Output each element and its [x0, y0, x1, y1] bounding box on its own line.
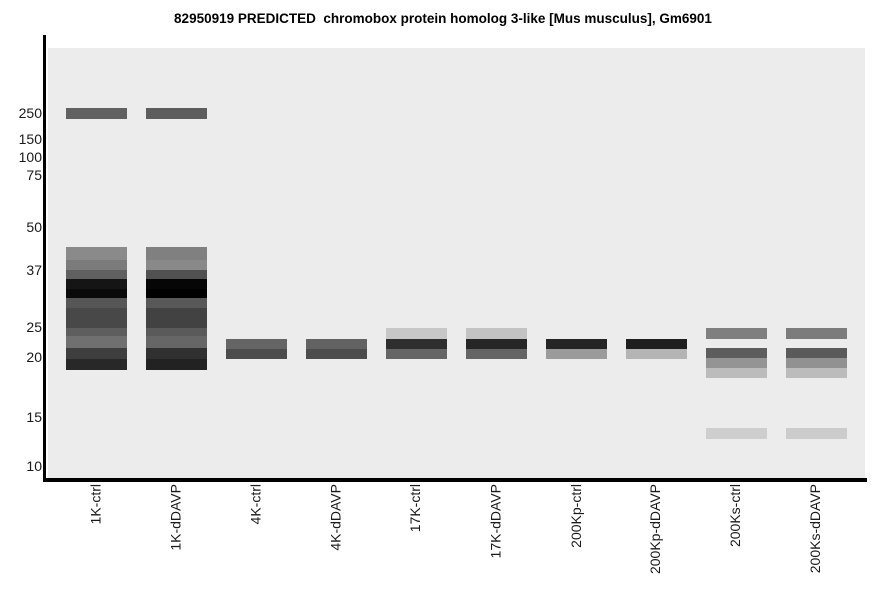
gel-band — [225, 339, 287, 349]
x-tick-label: 1K-dDAVP — [167, 484, 184, 551]
gel-band — [145, 247, 207, 260]
gel-band — [65, 359, 127, 370]
x-tick-label: 200Kp-ctrl — [567, 484, 584, 548]
gel-band — [145, 328, 207, 336]
y-tick-label: 10 — [26, 458, 42, 474]
gel-band — [545, 349, 607, 359]
gel-band — [65, 336, 127, 348]
y-tick-label: 50 — [26, 219, 42, 235]
gel-band — [625, 349, 687, 359]
y-tick-label: 150 — [18, 131, 42, 147]
gel-band — [65, 260, 127, 270]
gel-band — [705, 348, 767, 358]
x-tick-label: 200Kp-dDAVP — [647, 484, 664, 575]
gel-band — [705, 358, 767, 368]
x-tick-label: 17K-dDAVP — [487, 484, 504, 559]
x-tick-label: 1K-ctrl — [87, 484, 104, 525]
x-axis-line — [43, 478, 867, 482]
gel-band — [145, 279, 207, 289]
gel-band — [465, 328, 527, 339]
gel-band — [465, 349, 527, 359]
gel-band — [385, 339, 447, 349]
gel-band — [65, 270, 127, 279]
gel-band — [65, 247, 127, 260]
gel-band — [625, 339, 687, 349]
gel-band — [145, 308, 207, 328]
gel-band — [145, 289, 207, 298]
gel-band — [545, 339, 607, 349]
y-tick-label: 20 — [26, 349, 42, 365]
gel-band — [65, 279, 127, 289]
gel-band — [705, 428, 767, 439]
gel-band — [145, 270, 207, 279]
gel-band — [785, 428, 847, 439]
gel-band — [385, 349, 447, 359]
x-tick-label: 200Ks-dDAVP — [807, 484, 824, 574]
gel-band — [145, 298, 207, 308]
x-tick-label: 4K-ctrl — [247, 484, 264, 525]
gel-band — [145, 336, 207, 348]
gel-band — [65, 298, 127, 308]
y-tick-label: 250 — [18, 105, 42, 121]
gel-band — [65, 289, 127, 298]
gel-band — [385, 328, 447, 339]
chart-title: 82950919 PREDICTED chromobox protein hom… — [174, 11, 712, 26]
y-tick-label: 15 — [26, 409, 42, 425]
gel-band — [305, 349, 367, 359]
gel-band — [225, 349, 287, 359]
x-tick-label: 200Ks-ctrl — [727, 484, 744, 548]
gel-band — [145, 348, 207, 359]
y-tick-label: 100 — [18, 149, 42, 165]
gel-band — [785, 348, 847, 358]
gel-band — [465, 339, 527, 349]
gel-band — [705, 328, 767, 339]
gel-band — [785, 368, 847, 378]
y-tick-label: 75 — [26, 167, 42, 183]
gel-band — [705, 368, 767, 378]
y-axis-line — [43, 35, 46, 482]
y-tick-label: 37 — [26, 262, 42, 278]
x-tick-label: 17K-ctrl — [407, 484, 424, 533]
gel-band — [65, 328, 127, 336]
gel-band — [65, 348, 127, 359]
gel-band — [305, 339, 367, 349]
gel-band — [145, 359, 207, 370]
x-tick-label: 4K-dDAVP — [327, 484, 344, 551]
gel-band — [65, 308, 127, 328]
gel-band — [65, 108, 127, 119]
gel-band — [785, 358, 847, 368]
y-tick-label: 25 — [26, 319, 42, 335]
gel-band — [145, 108, 207, 119]
gel-band — [785, 328, 847, 339]
gel-band — [145, 260, 207, 270]
